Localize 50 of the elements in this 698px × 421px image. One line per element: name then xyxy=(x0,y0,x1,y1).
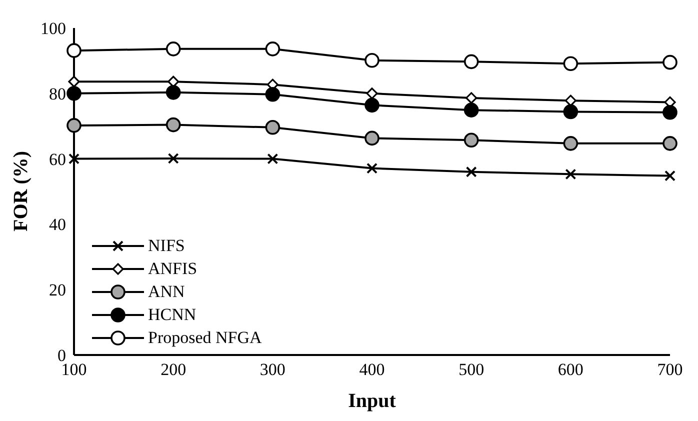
x-tick-label: 600 xyxy=(558,360,584,380)
legend-label: ANFIS xyxy=(148,258,198,278)
point xyxy=(66,86,82,101)
point xyxy=(66,118,82,133)
point xyxy=(662,136,678,151)
point xyxy=(564,94,576,106)
x-tick-label: 400 xyxy=(359,360,385,380)
point xyxy=(662,54,678,70)
point xyxy=(166,85,181,100)
point xyxy=(68,153,80,164)
point xyxy=(267,153,278,164)
y-tick-label: 60 xyxy=(49,150,66,169)
point xyxy=(166,42,181,56)
point xyxy=(563,56,578,72)
point xyxy=(366,88,378,100)
point xyxy=(265,86,280,102)
legend-label: Proposed NFGA xyxy=(148,328,262,348)
point xyxy=(464,102,479,118)
point xyxy=(662,104,678,120)
y-tick-label: 80 xyxy=(49,84,66,104)
x-axis-title: Input xyxy=(348,390,396,412)
x-tick-label: 500 xyxy=(458,360,484,380)
point xyxy=(563,104,578,120)
point xyxy=(464,132,479,148)
y-tick-label: 20 xyxy=(49,280,66,300)
point xyxy=(364,98,380,113)
point xyxy=(563,136,578,151)
point xyxy=(565,168,576,180)
point xyxy=(364,52,380,68)
point xyxy=(466,92,478,104)
point xyxy=(68,76,80,88)
point xyxy=(366,162,378,174)
x-tick-label: 200 xyxy=(160,360,186,380)
x-tick-label: 700 xyxy=(657,360,683,380)
point xyxy=(166,117,181,132)
y-tick-label: 40 xyxy=(49,215,66,234)
point xyxy=(168,152,179,164)
legend-label: ANN xyxy=(148,282,185,302)
point xyxy=(664,170,676,182)
y-tick-label: 100 xyxy=(40,19,66,38)
point xyxy=(66,43,82,58)
legend-label: HCNN xyxy=(148,304,196,324)
x-tick-label: 300 xyxy=(260,360,286,380)
point xyxy=(466,166,477,178)
legend-label: NIFS xyxy=(148,236,185,256)
point xyxy=(265,120,280,135)
point xyxy=(364,130,380,146)
point xyxy=(265,42,280,56)
y-axis-title: FOR (%) xyxy=(10,150,32,232)
point xyxy=(464,54,479,70)
